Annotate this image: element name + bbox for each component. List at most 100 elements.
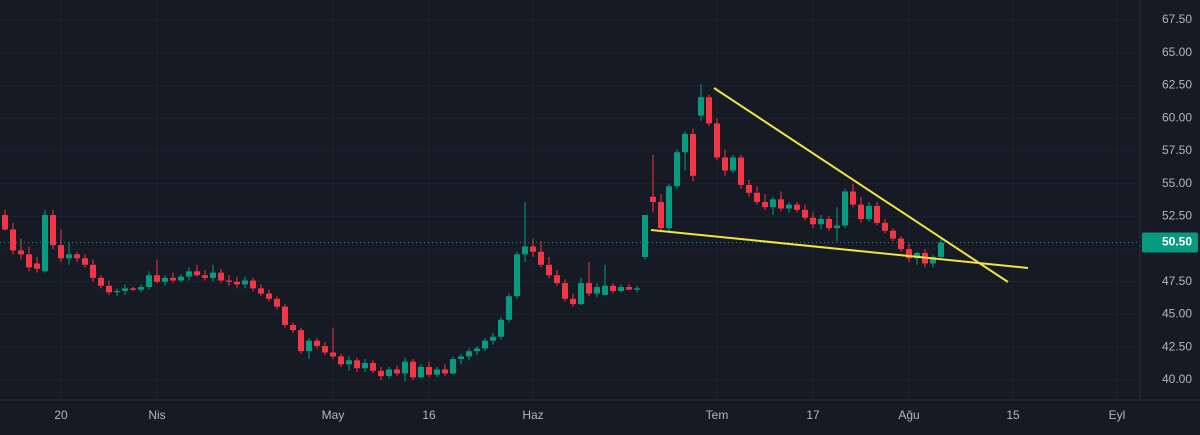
- candle-body: [826, 218, 832, 229]
- candle-body: [154, 275, 160, 282]
- candle-body: [58, 245, 64, 259]
- candle-body: [82, 258, 88, 265]
- candle-body: [498, 319, 504, 337]
- candle-body: [338, 356, 344, 365]
- candle-body: [274, 298, 280, 307]
- candle-body: [466, 351, 472, 357]
- candle-body: [122, 288, 128, 291]
- candles: [0, 84, 1140, 382]
- candle-body: [482, 340, 488, 349]
- candle-body: [674, 152, 680, 187]
- candle-body: [810, 217, 816, 225]
- candle-body: [858, 204, 864, 219]
- candle-body: [242, 280, 248, 285]
- candle-body: [714, 123, 720, 158]
- candle-body: [842, 191, 848, 226]
- candle-body: [706, 97, 712, 124]
- candle-body: [178, 276, 184, 281]
- candle-body: [386, 369, 392, 377]
- candle-body: [442, 369, 448, 374]
- candle-body: [98, 277, 104, 286]
- last-price-tag: [1142, 232, 1198, 253]
- candle-body: [18, 250, 24, 255]
- candle-body: [586, 283, 592, 294]
- trend-line: [650, 229, 1029, 269]
- candle-body: [258, 288, 264, 294]
- candle-body: [250, 280, 256, 289]
- candle-body: [754, 192, 760, 202]
- candle-body: [658, 201, 664, 229]
- candle-body: [730, 157, 736, 171]
- candle-body: [130, 288, 136, 290]
- candle-body: [234, 281, 240, 285]
- candle-body: [562, 283, 568, 299]
- candle-body: [818, 218, 824, 225]
- candle-body: [394, 369, 400, 374]
- candle-body: [850, 191, 856, 205]
- candle-body: [458, 356, 464, 360]
- candle-body: [434, 369, 440, 375]
- candle-body: [538, 251, 544, 265]
- x-tick-label: 20: [54, 408, 68, 422]
- candle-body: [322, 345, 328, 353]
- candle-body: [194, 271, 200, 276]
- candle-body: [738, 157, 744, 185]
- candle-body: [370, 362, 376, 371]
- y-tick-label: 62.50: [1162, 78, 1192, 92]
- candle-body: [874, 205, 880, 223]
- x-tick-label: Nis: [148, 408, 165, 422]
- candle-body: [762, 201, 768, 208]
- candle-body: [226, 280, 232, 282]
- candle-body: [666, 186, 672, 229]
- candle-body: [354, 360, 360, 369]
- x-tick-label: 17: [806, 408, 820, 422]
- candle-body: [290, 325, 296, 331]
- candle-body: [346, 360, 352, 365]
- candle-body: [490, 336, 496, 341]
- candle-body: [794, 204, 800, 210]
- candle-body: [418, 366, 424, 378]
- y-tick-label: 65.00: [1162, 45, 1192, 59]
- candle-body: [410, 361, 416, 378]
- y-tick-label: 57.50: [1162, 143, 1192, 157]
- candle-body: [682, 133, 688, 153]
- candle-body: [642, 215, 648, 257]
- x-tick-label: Eyl: [1109, 408, 1126, 422]
- candle-body: [282, 306, 288, 325]
- candle-body: [610, 285, 616, 291]
- candle-body: [450, 359, 456, 374]
- candle-body: [778, 199, 784, 209]
- candle-body: [594, 287, 600, 294]
- x-tick-label: 15: [1006, 408, 1020, 422]
- candle-body: [34, 263, 40, 269]
- candle-body: [186, 271, 192, 277]
- candle-body: [906, 249, 912, 259]
- candle-body: [474, 348, 480, 352]
- candle-body: [90, 264, 96, 278]
- candle-body: [634, 288, 640, 290]
- candle-body: [626, 287, 632, 290]
- candle-body: [506, 296, 512, 320]
- y-tick-label: 42.50: [1162, 339, 1192, 353]
- candle-body: [938, 242, 944, 257]
- last-price-label: 50.50: [1162, 235, 1192, 249]
- y-tick-label: 52.50: [1162, 209, 1192, 223]
- y-tick-label: 40.00: [1162, 372, 1192, 386]
- candle-body: [866, 205, 872, 219]
- candle-body: [330, 352, 336, 357]
- labels: 40.0042.5045.0047.5050.0052.5055.0057.50…: [54, 12, 1198, 422]
- candle-body: [722, 157, 728, 171]
- candle-body: [314, 340, 320, 346]
- candle-body: [650, 196, 656, 202]
- candle-body: [210, 272, 216, 278]
- y-tick-label: 45.00: [1162, 307, 1192, 321]
- candle-body: [530, 246, 536, 252]
- candle-body: [554, 275, 560, 284]
- y-tick-label: 55.00: [1162, 176, 1192, 190]
- candle-body: [514, 254, 520, 297]
- candle-body: [786, 204, 792, 209]
- candle-body: [162, 277, 168, 282]
- candle-body: [882, 222, 888, 231]
